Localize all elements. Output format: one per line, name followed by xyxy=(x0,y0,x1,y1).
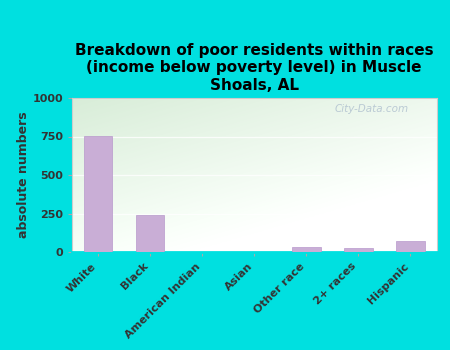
Bar xyxy=(344,248,373,252)
Text: City-Data.com: City-Data.com xyxy=(334,104,409,114)
Bar xyxy=(136,215,164,252)
Bar xyxy=(396,241,425,252)
Y-axis label: absolute numbers: absolute numbers xyxy=(17,112,30,238)
Bar xyxy=(84,136,112,252)
Title: Breakdown of poor residents within races
(income below poverty level) in Muscle
: Breakdown of poor residents within races… xyxy=(75,43,433,93)
Bar xyxy=(292,247,321,252)
